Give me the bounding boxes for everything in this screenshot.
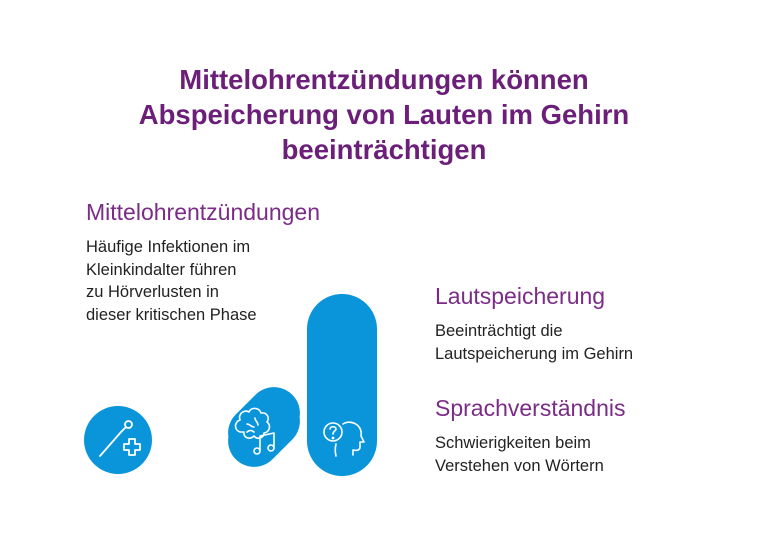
text-line: Häufige Infektionen im	[86, 238, 251, 256]
heading-mittelohrentzuendungen: Mittelohrentzündungen	[86, 199, 320, 225]
otoscope-plus-icon	[84, 406, 152, 474]
text-lautspeicherung: Beeinträchtigt die Lautspeicherung im Ge…	[435, 320, 633, 365]
heading-lautspeicherung: Lautspeicherung	[435, 283, 606, 309]
title-line-2: Abspeicherung von Lauten im Gehirn	[138, 99, 630, 130]
text-line: Verstehen von Wörtern	[435, 456, 604, 475]
title-line-1: Mittelohrentzündungen können	[179, 64, 589, 95]
text-mittelohrentzuendungen: Häufige Infektionen im Kleinkindalter fü…	[86, 236, 257, 326]
title-line-3: beeinträchtigen	[281, 134, 487, 165]
text-line: Schwierigkeiten beim	[435, 434, 591, 452]
heading-sprachverstaendnis: Sprachverständnis	[435, 395, 626, 421]
head-question-icon	[307, 294, 377, 476]
text-line: Lautspeicherung im Gehirn	[435, 344, 634, 363]
text-line: dieser kritischen Phase	[86, 305, 257, 324]
page-title: Mittelohrentzündungen können Abspeicheru…	[40, 62, 728, 167]
text-sprachverstaendnis: Schwierigkeiten beim Verstehen von Wörte…	[435, 432, 604, 477]
text-line: Beeinträchtigt die	[435, 322, 563, 340]
text-line: zu Hörverlusten in	[86, 283, 219, 301]
text-line: Kleinkindalter führen	[86, 260, 237, 279]
brain-music-icon	[228, 387, 300, 467]
